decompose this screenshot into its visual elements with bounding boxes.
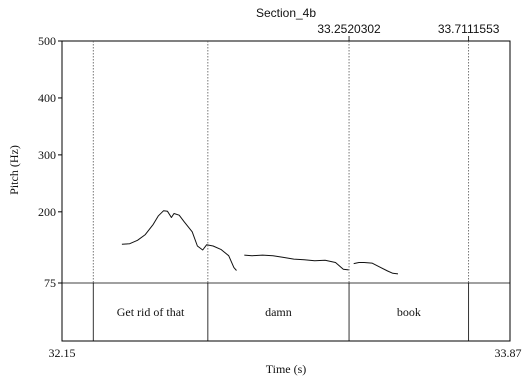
x-axis-ticks: 32.15 33.87: [49, 346, 522, 360]
pitch-contour-2: [353, 262, 399, 275]
y-tick-label-2: 300: [38, 148, 56, 162]
pitch-contour-0: [121, 210, 237, 271]
word-label-0: Get rid of that: [117, 305, 185, 319]
x-axis-label: Time (s): [266, 362, 307, 376]
word-label-2: book: [397, 305, 421, 319]
boundary-time-label-2: 33.2520302: [317, 22, 381, 36]
interval-boundaries: 33.2520302 33.7111553: [92, 22, 500, 341]
y-axis-label: Pitch (Hz): [7, 145, 21, 195]
pitch-contours: [121, 210, 399, 275]
x-end-label: 33.87: [495, 346, 522, 360]
x-start-label: 32.15: [49, 346, 76, 360]
y-tick-label-4: 75: [44, 276, 56, 290]
chart-title: Section_4b: [256, 6, 316, 20]
plot-border: [61, 40, 511, 342]
plot-frame: [61, 40, 511, 342]
word-label-1: damn: [265, 305, 292, 319]
pitch-contour-1: [244, 254, 349, 271]
word-labels: Get rid of that damn book: [117, 305, 421, 319]
y-tick-label-1: 400: [38, 91, 56, 105]
boundary-time-label-3: 33.7111553: [438, 22, 500, 36]
y-axis-ticks: 500 400 300 200 75: [38, 34, 62, 290]
y-tick-label-3: 200: [38, 205, 56, 219]
y-tick-label-0: 500: [38, 34, 56, 48]
